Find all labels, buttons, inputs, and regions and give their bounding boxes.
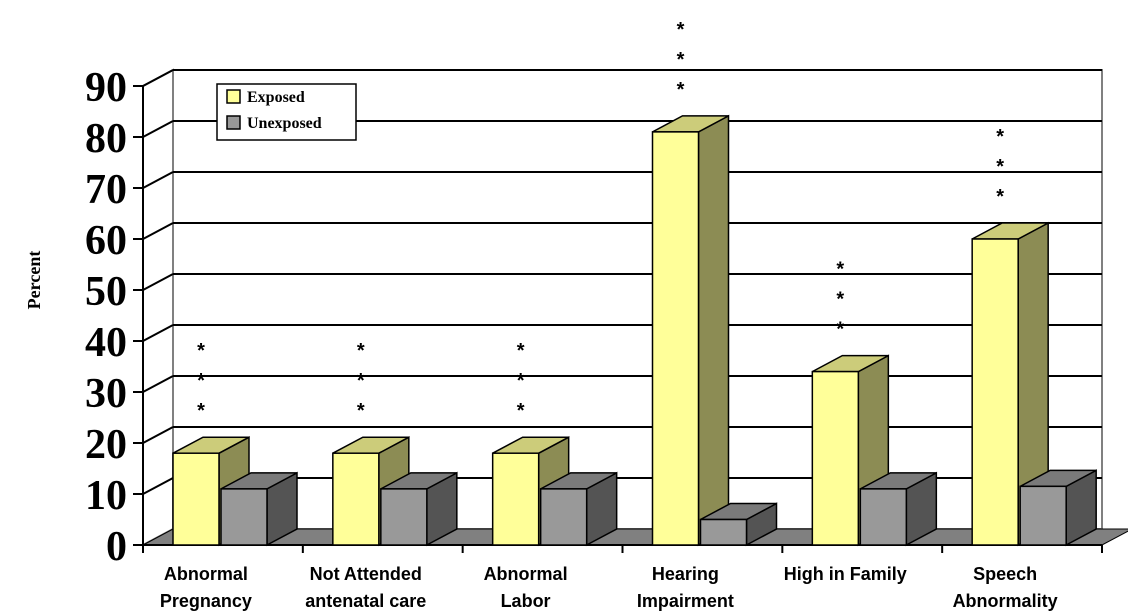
gridline-side — [142, 324, 174, 342]
bar-exposed-front — [811, 370, 860, 546]
gridline-side — [142, 171, 174, 189]
bar-unexposed — [1019, 469, 1097, 547]
gridline-side — [142, 222, 174, 240]
x-tick-label: Abnormal — [164, 564, 248, 584]
x-tick-label: Not Attended — [310, 564, 422, 584]
bar-exposed-front — [491, 452, 540, 546]
significance-star: * — [197, 370, 205, 392]
bars — [172, 114, 1097, 547]
bar-unexposed — [859, 471, 938, 547]
significance-star: * — [517, 400, 525, 422]
bar-unexposed — [380, 471, 458, 547]
significance-star: * — [517, 370, 525, 392]
gridline-side — [142, 426, 174, 444]
gridline-side — [142, 477, 174, 495]
significance-star: * — [996, 186, 1004, 208]
significance-star: * — [357, 370, 365, 392]
bar-unexposed-front — [859, 488, 908, 546]
y-tick-label: 90 — [85, 65, 127, 111]
back-wall — [172, 69, 1103, 530]
bar-exposed-side — [697, 114, 730, 547]
bar-unexposed-front — [380, 488, 428, 546]
bar-unexposed-front — [699, 518, 748, 546]
bar-exposed-front — [172, 452, 220, 546]
significance-star: * — [677, 79, 685, 101]
significance-star: * — [197, 340, 205, 362]
legend-swatch — [226, 115, 241, 130]
significance-star: * — [677, 19, 685, 41]
bar-unexposed — [220, 471, 298, 547]
bar-exposed — [651, 114, 730, 547]
x-tick-label: Labor — [501, 591, 551, 611]
bar-unexposed — [539, 471, 618, 547]
bar-unexposed-front — [220, 488, 268, 546]
significance-star: * — [836, 319, 844, 341]
side-wall — [142, 68, 174, 547]
significance-star: * — [836, 289, 844, 311]
y-axis-label: Percent — [24, 251, 44, 310]
x-tick-label: Pregnancy — [160, 591, 252, 611]
significance-star: * — [996, 126, 1004, 148]
y-tick-label: 0 — [106, 524, 127, 570]
y-tick-label: 80 — [85, 116, 127, 162]
x-tick-label: Hearing — [652, 564, 719, 584]
x-tick-label: Abnormality — [953, 591, 1058, 611]
x-tick-label: Speech — [973, 564, 1037, 584]
gridline-side — [142, 120, 174, 138]
chart-walls — [142, 68, 1103, 547]
y-tick-label: 40 — [85, 320, 127, 366]
gridline-side — [142, 375, 174, 393]
bar-unexposed-front — [1019, 485, 1067, 546]
x-tick-label: Abnormal — [484, 564, 568, 584]
significance-star: * — [197, 400, 205, 422]
bar-unexposed-front — [539, 488, 588, 546]
x-tick-label: High in Family — [784, 564, 907, 584]
gridline-side — [142, 69, 174, 87]
significance-star: * — [996, 156, 1004, 178]
y-tick-label: 50 — [85, 269, 127, 315]
x-tick-label: Impairment — [637, 591, 734, 611]
significance-star: * — [517, 340, 525, 362]
significance-star: * — [357, 400, 365, 422]
gridlines — [142, 69, 1102, 495]
bar-exposed-front — [971, 238, 1019, 546]
significance-stars: * * * * * * * * * * * * * * * * * * — [197, 19, 1004, 422]
significance-star: * — [357, 340, 365, 362]
bar-exposed — [971, 221, 1049, 547]
bar-unexposed — [699, 502, 778, 547]
y-tick-label: 60 — [85, 218, 127, 264]
y-tick-label: 30 — [85, 371, 127, 417]
bar-exposed-front — [651, 131, 700, 546]
tick-labels: 0 10 20 30 40 50 60 70 80 90 Abnormal Pregnancy Not … — [85, 65, 1058, 611]
legend-label: Exposed — [247, 89, 305, 106]
gridline-side — [142, 273, 174, 291]
legend-swatch — [226, 89, 241, 104]
axes — [133, 85, 1103, 553]
legend: Exposed Unexposed — [216, 83, 357, 141]
y-tick-label: 20 — [85, 422, 127, 468]
legend-label: Unexposed — [247, 115, 322, 132]
bar-exposed-front — [332, 452, 380, 546]
y-tick-label: 70 — [85, 167, 127, 213]
x-tick-label: antenatal care — [305, 591, 426, 611]
significance-star: * — [836, 259, 844, 281]
y-tick-label: 10 — [85, 473, 127, 519]
significance-star: * — [677, 49, 685, 71]
